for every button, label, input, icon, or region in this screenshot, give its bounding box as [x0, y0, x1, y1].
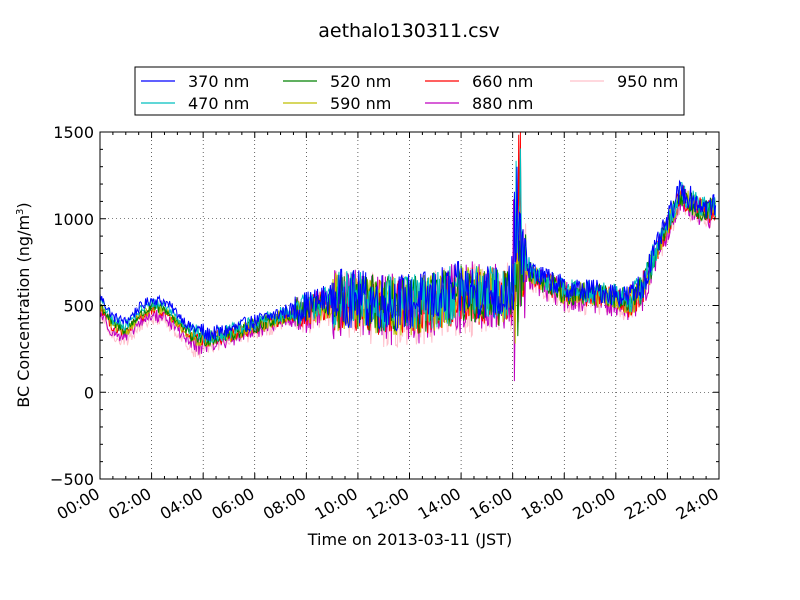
x-axis-label: Time on 2013-03-11 (JST)	[307, 530, 512, 549]
y-axis-label: BC Concentration (ng/m3)	[14, 202, 33, 407]
y-axis-label-superscript: 3	[15, 209, 26, 215]
x-tick-label: 12:00	[363, 484, 412, 524]
legend-label: 590 nm	[330, 94, 391, 113]
legend-label: 880 nm	[472, 94, 533, 113]
x-tick-label: 20:00	[569, 484, 618, 524]
series-line-370-nm	[99, 166, 717, 341]
x-tick-label: 08:00	[260, 484, 309, 524]
x-tick-label: 00:00	[54, 484, 103, 524]
y-axis-label-end: )	[14, 202, 33, 208]
y-tick-label: 0	[84, 383, 94, 402]
y-axis-label-main: BC Concentration (ng/m	[14, 215, 33, 408]
x-tick-label: 04:00	[157, 484, 206, 524]
legend-label: 520 nm	[330, 72, 391, 91]
x-tick-label: 10:00	[311, 484, 360, 524]
legend-label: 370 nm	[188, 72, 249, 91]
legend-frame	[134, 66, 685, 116]
x-tick-label: 24:00	[673, 484, 722, 524]
legend-label: 470 nm	[188, 94, 249, 113]
y-tick-label: 1000	[53, 210, 94, 229]
y-tick-label: 1500	[53, 123, 94, 142]
chart-title: aethalo130311.csv	[318, 20, 500, 42]
legend-label: 660 nm	[472, 72, 533, 91]
x-tick-label: 02:00	[105, 484, 154, 524]
x-tick-label: 16:00	[466, 484, 515, 524]
y-tick-label: 500	[63, 297, 94, 316]
x-tick-label: 18:00	[518, 484, 567, 524]
series-lines	[99, 131, 717, 382]
x-tick-label: 22:00	[621, 484, 670, 524]
legend: 370 nm 470 nm 520 nm 590 nm 660 nm 880 nm 950 …	[134, 66, 685, 116]
legend-label: 950 nm	[617, 72, 678, 91]
y-tick-label: −500	[50, 470, 94, 489]
x-tick-label: 14:00	[415, 484, 464, 524]
x-tick-label: 06:00	[208, 484, 257, 524]
